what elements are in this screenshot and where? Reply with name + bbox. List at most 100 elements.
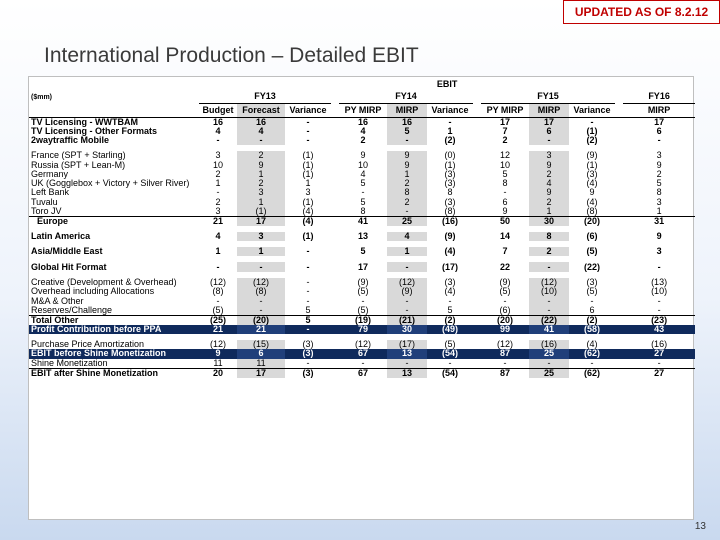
cell-value: - (503, 296, 507, 306)
cell-value: (12) (387, 277, 427, 288)
cell-value: 3 (529, 151, 569, 161)
column-header: Variance (427, 103, 473, 118)
column-spacer (473, 103, 481, 118)
cell-value: 1 (656, 206, 662, 216)
cell-value: - (448, 117, 452, 127)
cell-value: 9 (387, 151, 427, 161)
cell-value: (15) (237, 339, 285, 350)
cell-value: - (306, 296, 310, 306)
column-header: Budget (199, 103, 237, 118)
cell-value: 21 (199, 324, 237, 334)
cell-value: - (590, 117, 594, 127)
cell-value: - (387, 305, 427, 316)
cell-value: (1) (302, 169, 314, 179)
cell-value: 4 (215, 126, 221, 136)
ebit-group-header: EBIT (436, 78, 458, 89)
cell-value: 99 (481, 324, 529, 334)
table-row: EBIT before Shine Monetization 9 6 (3) 67 13(… (29, 349, 696, 359)
row-label: TV Licensing - Other Formats (31, 126, 158, 136)
cell-value: - (306, 287, 310, 297)
cell-value: 2 (215, 197, 221, 207)
column-spacer (615, 136, 623, 145)
cell-value: 13 (387, 349, 427, 359)
column-spacer (615, 215, 623, 226)
cell-value: 5 (502, 169, 508, 179)
cell-value: - (216, 296, 220, 306)
unit-label: ($mm) (31, 93, 53, 101)
cell-value: (17) (441, 262, 458, 272)
table-row: TV Licensing - Other Formats 4 4 - 4 5 1 7 6 (1) 6 (29, 126, 695, 136)
column-spacer (473, 151, 481, 160)
cell-value: 7 (502, 126, 508, 136)
cell-value: 2 (502, 135, 508, 145)
column-spacer (331, 188, 339, 197)
column-spacer (331, 287, 339, 296)
cell-value: - (237, 305, 285, 316)
cell-value: 10 (499, 160, 510, 170)
column-spacer (473, 278, 481, 287)
cell-value: 27 (623, 349, 696, 359)
cell-value: 17 (529, 117, 569, 127)
row-label: TV Licensing - WWTBAM (31, 117, 138, 127)
table-row: M&A & Other - - - - - - - - - - (29, 296, 695, 306)
column-header-row: Budget Forecast Variance PY MIRP MIRP Varianc… (29, 103, 696, 118)
column-spacer (473, 160, 481, 169)
cell-value: (3) (285, 349, 331, 359)
row-label: Germany (31, 169, 69, 179)
cell-value: (13) (651, 277, 668, 287)
cell-value: 30 (529, 215, 569, 226)
cell-value: 5 (305, 305, 311, 315)
cell-value: 3 (656, 197, 662, 207)
cell-value: 8 (360, 206, 366, 216)
column-spacer (473, 314, 481, 325)
cell-value: (5) (586, 287, 598, 297)
cell-value: (1) (586, 160, 598, 170)
column-spacer (615, 278, 623, 287)
cell-value: - (529, 262, 569, 272)
cell-value: 22 (499, 262, 510, 272)
cell-value: (0) (444, 151, 456, 161)
cell-value: 8 (656, 188, 662, 198)
cell-value: (9) (387, 287, 427, 297)
cell-value: (5) (499, 287, 511, 297)
column-spacer (615, 247, 623, 256)
column-spacer (473, 296, 481, 305)
table-row: Toro JV 3 (1) (4) 8 - (8) 9 1 (8) 1 (29, 206, 695, 217)
cell-value: 8 (502, 178, 508, 189)
cell-value: 1 (387, 247, 427, 257)
column-spacer (473, 170, 481, 179)
cell-value: (8) (586, 206, 598, 216)
row-label: Creative (Development & Overhead) (31, 277, 177, 287)
cell-value: (4) (586, 339, 598, 350)
cell-value: - (306, 262, 310, 272)
column-spacer (615, 160, 623, 169)
column-spacer (331, 367, 339, 378)
cell-value: (2) (569, 314, 615, 325)
cell-value: 2 (529, 169, 569, 179)
cell-value: 4 (387, 231, 427, 242)
table-row: Asia/Middle East 1 1 - 5 1 (4) 7 2 (5) 3 (29, 247, 695, 257)
cell-value: 2 (387, 178, 427, 189)
cell-value: 1 (529, 206, 569, 217)
cell-value: - (361, 188, 365, 198)
cell-value: (12) (237, 277, 285, 288)
cell-value: (4) (586, 178, 598, 189)
column-spacer (615, 117, 623, 127)
cell-value: - (216, 135, 220, 145)
column-spacer (331, 103, 339, 118)
cell-value: (9) (357, 277, 369, 287)
column-spacer (615, 188, 623, 197)
column-header: Variance (569, 103, 615, 118)
cell-value: 12 (499, 151, 510, 161)
cell-value: (19) (339, 314, 387, 325)
cell-value: (62) (569, 349, 615, 359)
table-row: TV Licensing - WWTBAM 16 16 - 16 16 - 17 17 - 17 (29, 117, 695, 127)
table-row: Overhead including Allocations (8) (8) - (5)… (29, 287, 695, 297)
column-spacer (331, 247, 339, 256)
cell-value: 8 (447, 188, 453, 198)
cell-value: 10 (212, 160, 223, 170)
cell-value: (4) (285, 215, 331, 226)
cell-value: 4 (237, 126, 285, 136)
cell-value: (1) (302, 151, 314, 161)
cell-value: 10 (357, 160, 368, 170)
